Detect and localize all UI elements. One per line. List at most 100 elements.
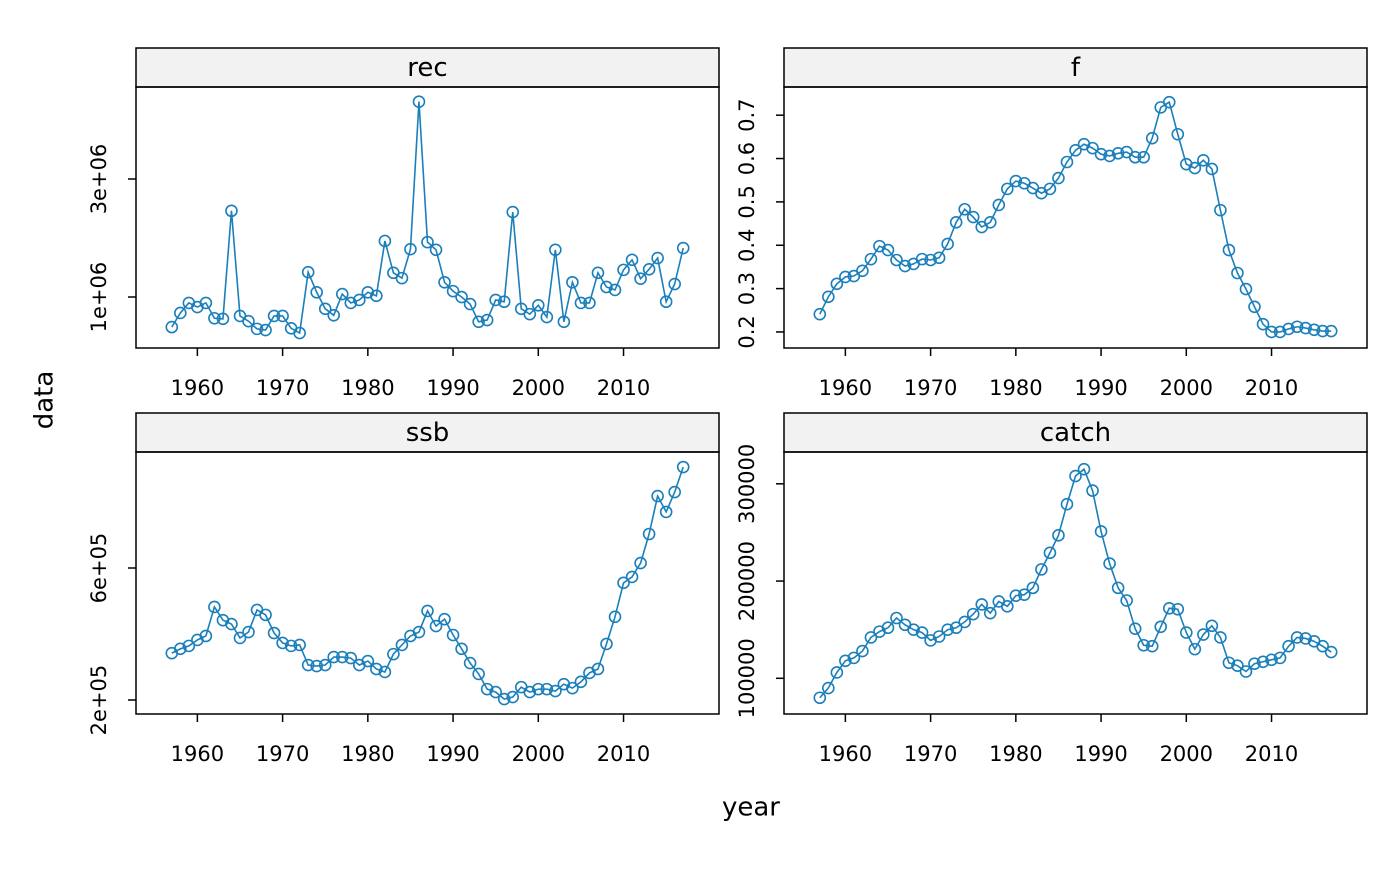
data-point [932,630,946,643]
data-point [497,295,511,309]
data-point [1043,546,1057,560]
data-point [1265,653,1278,667]
y-tick-label: 0.3 [735,272,759,305]
data-point [659,505,673,519]
data-point [506,690,520,704]
data-point [429,619,443,633]
data-point [608,610,622,624]
data-point [591,662,605,676]
data-point [463,297,477,311]
data-point [1180,626,1193,639]
data-point [1001,600,1014,613]
data-point [1239,282,1253,296]
data-point [208,600,221,614]
y-tick-label: 0.7 [735,98,759,131]
data-point [267,309,281,323]
data-point [1273,651,1287,665]
data-point [1290,320,1304,334]
data-point [276,636,289,650]
data-point [199,296,213,310]
data-point [250,322,264,336]
data-point [992,198,1006,212]
data-point [174,306,187,320]
panel-title: rec [407,53,447,83]
data-point [1086,484,1099,497]
data-point [651,251,664,265]
x-tick-label: 1980 [989,376,1042,400]
x-tick-label: 2000 [512,742,565,766]
x-tick-label: 2000 [1160,376,1213,400]
data-point [856,644,869,658]
data-point [975,598,989,611]
y-tick-label: 300000 [735,444,759,524]
data-point [1299,632,1312,645]
x-tick-label: 2000 [1160,742,1213,766]
x-tick-label: 1990 [1074,742,1127,766]
data-point [259,323,272,337]
data-point [438,612,451,626]
data-point [1231,659,1244,672]
strip [783,47,1368,88]
x-tick-label: 1970 [256,376,309,400]
data-point [378,665,392,679]
data-point [1197,628,1210,641]
data-point [344,296,358,310]
strip [135,47,720,88]
data-point [395,638,409,652]
x-tick-label: 1990 [426,376,479,400]
data-point [566,681,579,695]
data-point [958,615,971,629]
data-point [1214,631,1227,644]
data-point [983,606,997,620]
data-point [856,264,869,278]
data-point [438,275,451,289]
data-point [659,295,673,309]
data-point [830,277,844,291]
data-point [600,637,613,651]
x-tick-label: 1960 [171,742,224,766]
data-point [1324,324,1338,338]
data-point [949,621,963,635]
data-point [497,692,511,706]
data-point [353,293,366,307]
data-point [1137,638,1150,652]
data-point [182,639,196,653]
data-point [1128,150,1142,164]
data-point [174,642,187,656]
data-point [387,647,400,661]
x-tick-label: 2000 [512,376,565,400]
data-point [370,289,383,303]
x-tick-label: 1970 [904,742,957,766]
data-point [1077,462,1091,476]
data-point [1248,300,1261,314]
data-point [1197,153,1210,167]
data-point [839,654,852,668]
data-point [890,611,903,625]
data-point [404,242,417,256]
x-tick-label: 2010 [597,742,650,766]
data-point [335,287,349,301]
data-point [480,313,494,327]
data-point [276,309,289,323]
data-point [242,625,255,639]
data-point [574,296,588,310]
data-point [506,205,520,219]
data-point [668,485,681,499]
data-point [429,243,443,257]
x-tick-label: 2010 [1245,376,1298,400]
data-point [617,576,630,590]
data-point [1290,631,1304,644]
data-point [830,666,844,679]
data-point [1145,639,1159,653]
data-point [1222,656,1236,670]
data-point [651,489,664,503]
x-tick-label: 1990 [1074,376,1127,400]
data-point [455,290,468,304]
data-point [574,675,588,689]
data-point [1282,639,1295,653]
data-point [165,320,179,334]
data-point [668,277,681,291]
data-point [600,280,613,294]
data-point [983,215,997,229]
data-point [1052,529,1065,542]
